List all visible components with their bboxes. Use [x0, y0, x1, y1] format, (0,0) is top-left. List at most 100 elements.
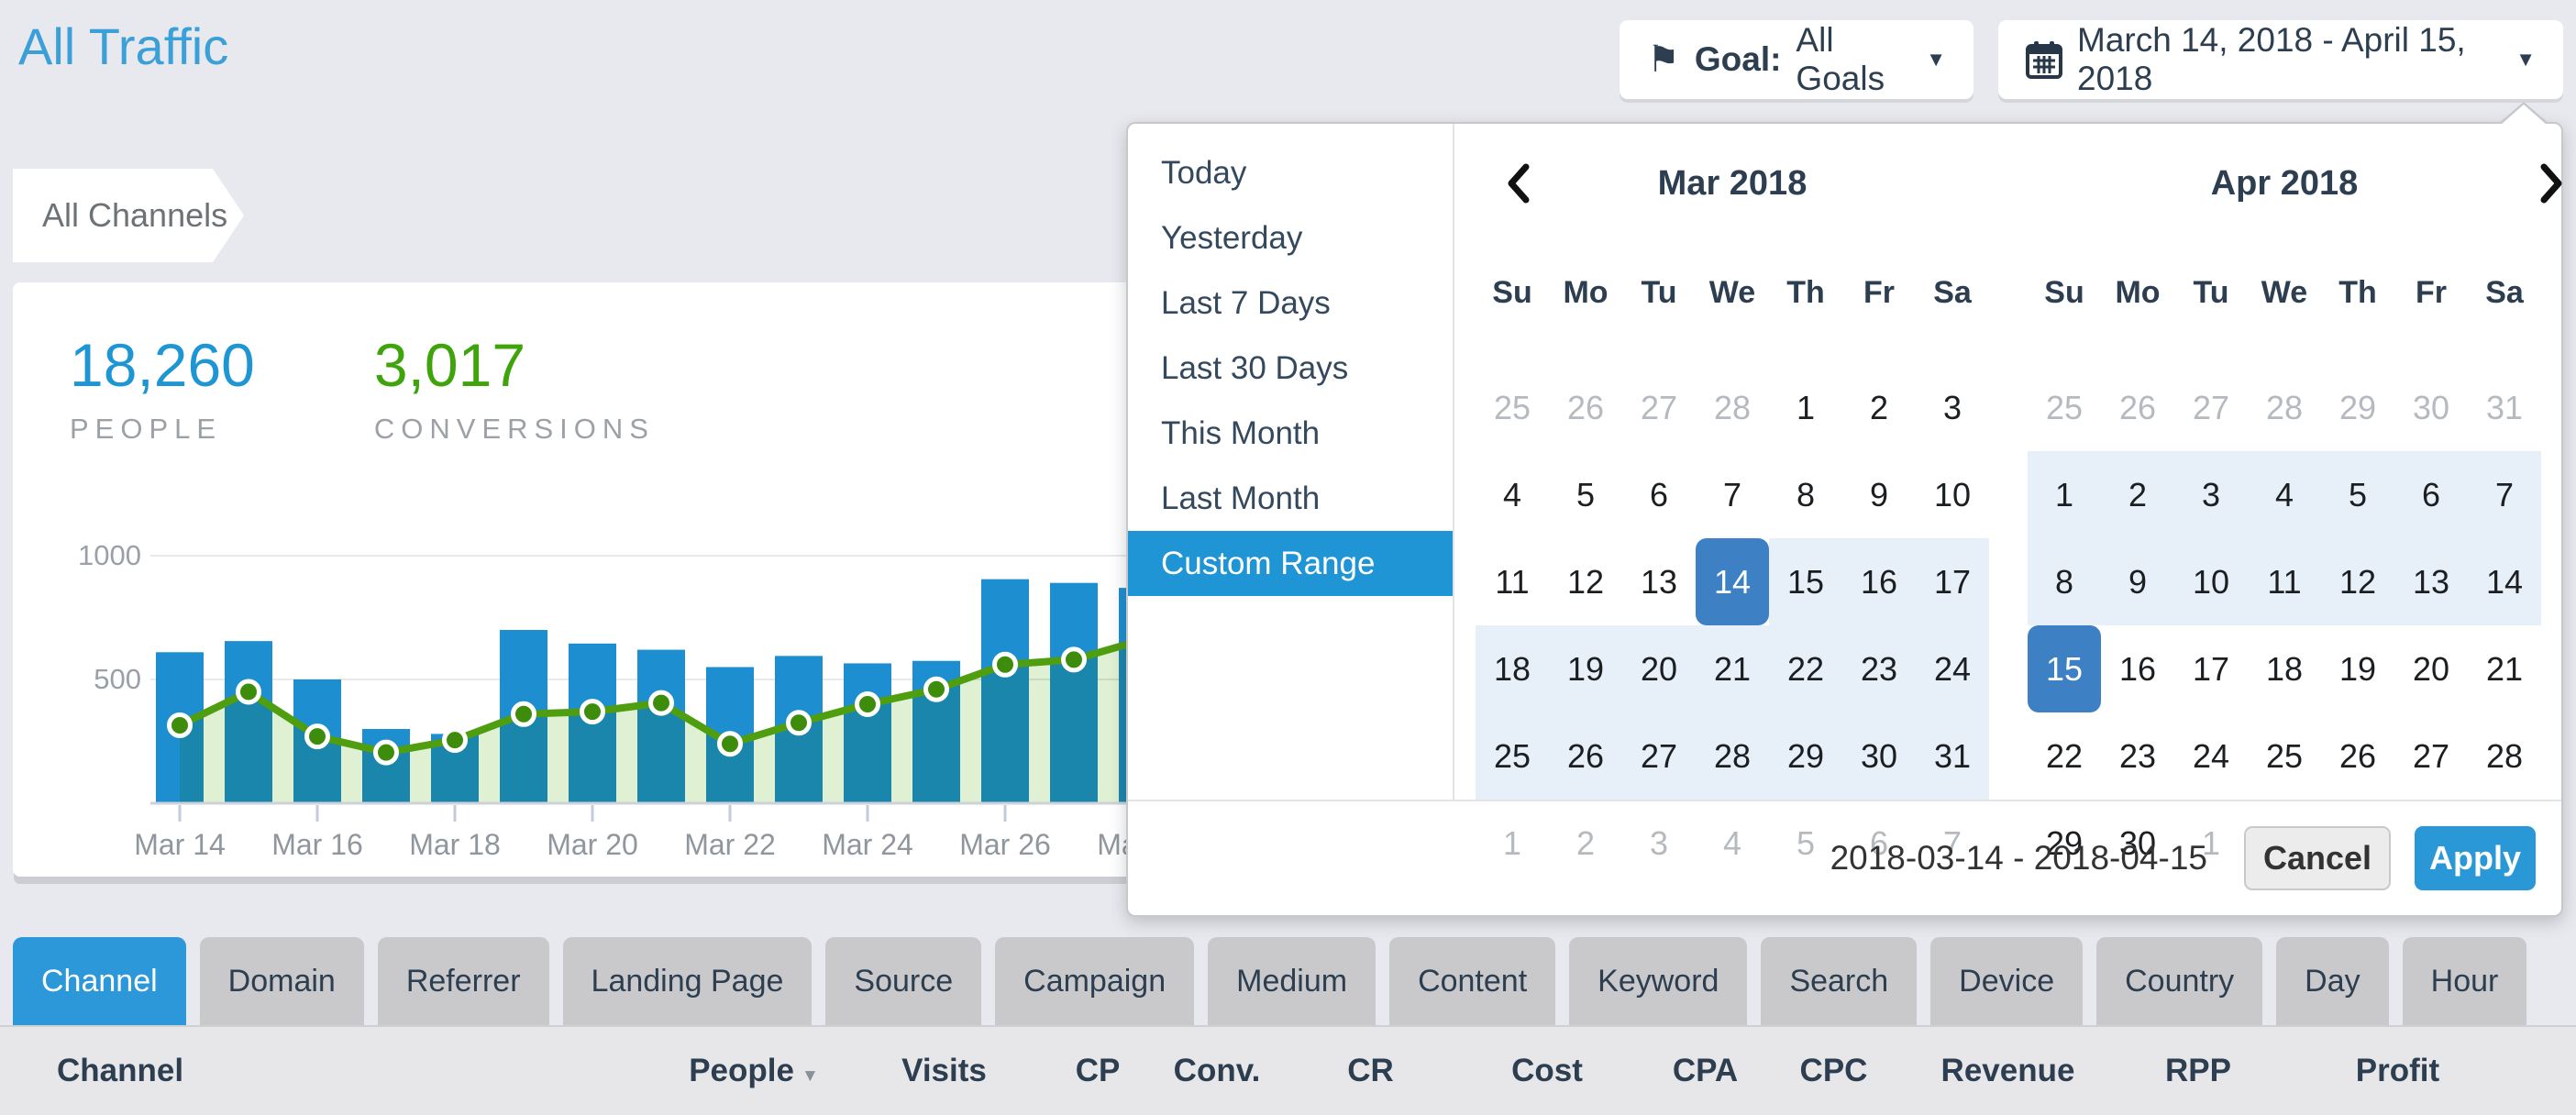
column-header-cpa[interactable]: CPA — [1672, 1053, 1739, 1088]
calendar-day[interactable]: 26 — [2338, 736, 2377, 775]
calendar-day[interactable]: 13 — [2394, 538, 2468, 625]
calendar-day[interactable]: 24 — [1916, 625, 1989, 712]
calendar-day[interactable]: 26 — [1566, 388, 1605, 426]
calendar-day[interactable]: 28 — [2485, 736, 2524, 775]
calendar-day[interactable]: 17 — [1916, 538, 1989, 625]
calendar-day[interactable]: 13 — [1640, 562, 1678, 601]
calendar-day[interactable]: 23 — [2118, 736, 2157, 775]
calendar-day[interactable]: 28 — [1696, 712, 1769, 800]
calendar-day[interactable]: 9 — [2101, 538, 2174, 625]
calendar-day[interactable]: 11 — [1495, 562, 1530, 601]
calendar-day[interactable]: 12 — [1566, 562, 1605, 601]
column-header-visits[interactable]: Visits — [901, 1053, 987, 1088]
calendar-day[interactable]: 27 — [2192, 388, 2230, 426]
calendar-day[interactable]: 14 — [1696, 538, 1769, 625]
calendar-day[interactable]: 25 — [1476, 712, 1549, 800]
calendar-day[interactable]: 5 — [1796, 823, 1816, 862]
calendar-day[interactable]: 27 — [1640, 388, 1678, 426]
calendar-day[interactable]: 2 — [1575, 823, 1596, 862]
column-header-cost[interactable]: Cost — [1511, 1053, 1583, 1088]
calendar-day[interactable]: 28 — [2265, 388, 2304, 426]
calendar-day[interactable]: 21 — [2485, 649, 2524, 688]
calendar-day[interactable]: 5 — [1575, 475, 1596, 513]
tab-hour[interactable]: Hour — [2402, 937, 2527, 1025]
calendar-day[interactable]: 3 — [2174, 451, 2248, 538]
calendar-day[interactable]: 29 — [2338, 388, 2377, 426]
calendar-day[interactable]: 29 — [2045, 823, 2084, 862]
preset-last-30-days[interactable]: Last 30 Days — [1161, 349, 1349, 386]
calendar-day[interactable]: 2 — [1869, 388, 1889, 426]
calendar-day[interactable]: 5 — [2321, 451, 2394, 538]
column-header-cpc[interactable]: CPC — [1799, 1053, 1868, 1088]
calendar-day[interactable]: 30 — [1842, 712, 1916, 800]
calendar-day[interactable]: 3 — [1649, 823, 1669, 862]
calendar-day[interactable]: 1 — [1796, 388, 1816, 426]
calendar-day[interactable]: 22 — [1769, 625, 1842, 712]
breadcrumb[interactable]: All Channels — [13, 169, 244, 262]
goal-dropdown[interactable]: ⚑ Goal: All Goals ▼ — [1620, 20, 1973, 99]
calendar-day[interactable]: 1 — [2201, 823, 2221, 862]
calendar-day[interactable]: 24 — [2192, 736, 2230, 775]
calendar-day[interactable]: 27 — [1622, 712, 1696, 800]
calendar-day[interactable]: 8 — [1796, 475, 1816, 513]
calendar-day[interactable]: 25 — [1493, 388, 1531, 426]
tab-landing-page[interactable]: Landing Page — [562, 937, 813, 1025]
column-header-people[interactable]: People ▼ — [689, 1053, 819, 1088]
calendar-day[interactable]: 6 — [2394, 451, 2468, 538]
column-header-cp[interactable]: CP — [1075, 1053, 1121, 1088]
apply-button[interactable]: Apply — [2415, 826, 2536, 890]
calendar-day[interactable]: 7 — [1722, 475, 1742, 513]
column-header-channel[interactable]: Channel — [57, 1053, 184, 1088]
tab-campaign[interactable]: Campaign — [995, 937, 1195, 1025]
calendar-day[interactable]: 10 — [2174, 538, 2248, 625]
calendar-day[interactable]: 6 — [1869, 823, 1889, 862]
calendar-day[interactable]: 16 — [1842, 538, 1916, 625]
calendar-day[interactable]: 9 — [1869, 475, 1889, 513]
preset-today[interactable]: Today — [1161, 154, 1247, 191]
calendar-day[interactable]: 7 — [2468, 451, 2541, 538]
calendar-day[interactable]: 10 — [1933, 475, 1972, 513]
calendar-day[interactable]: 20 — [1622, 625, 1696, 712]
preset-custom-range[interactable]: Custom Range — [1128, 531, 1453, 596]
calendar-day[interactable]: 12 — [2321, 538, 2394, 625]
preset-yesterday[interactable]: Yesterday — [1161, 219, 1303, 256]
calendar-day[interactable]: 3 — [1942, 388, 1962, 426]
tab-device[interactable]: Device — [1930, 937, 2084, 1025]
calendar-day[interactable]: 30 — [2412, 388, 2450, 426]
prev-month-button[interactable] — [1498, 160, 1538, 206]
tab-search[interactable]: Search — [1761, 937, 1918, 1025]
column-header-cr[interactable]: CR — [1347, 1053, 1394, 1088]
calendar-day[interactable]: 1 — [2028, 451, 2101, 538]
tab-medium[interactable]: Medium — [1208, 937, 1376, 1025]
tab-day[interactable]: Day — [2276, 937, 2389, 1025]
preset-last-month[interactable]: Last Month — [1161, 480, 1321, 516]
calendar-day[interactable]: 25 — [2265, 736, 2304, 775]
preset-last-7-days[interactable]: Last 7 Days — [1161, 284, 1331, 321]
calendar-day[interactable]: 8 — [2028, 538, 2101, 625]
calendar-day[interactable]: 15 — [2028, 625, 2101, 712]
calendar-day[interactable]: 6 — [1649, 475, 1669, 513]
calendar-day[interactable]: 25 — [2045, 388, 2084, 426]
calendar-day[interactable]: 31 — [1916, 712, 1989, 800]
calendar-day[interactable]: 21 — [1696, 625, 1769, 712]
calendar-day[interactable]: 23 — [1842, 625, 1916, 712]
calendar-day[interactable]: 1 — [1502, 823, 1522, 862]
calendar-day[interactable]: 29 — [1769, 712, 1842, 800]
calendar-day[interactable]: 18 — [2265, 649, 2304, 688]
date-range-dropdown[interactable]: March 14, 2018 - April 15, 2018 ▼ — [1998, 20, 2563, 99]
calendar-day[interactable]: 26 — [1549, 712, 1622, 800]
tab-country[interactable]: Country — [2096, 937, 2263, 1025]
calendar-day[interactable]: 28 — [1713, 388, 1752, 426]
calendar-day[interactable]: 4 — [1722, 823, 1742, 862]
column-header-revenue[interactable]: Revenue — [1940, 1053, 2075, 1088]
calendar-day[interactable]: 7 — [1942, 823, 1962, 862]
calendar-day[interactable]: 2 — [2101, 451, 2174, 538]
calendar-day[interactable]: 26 — [2118, 388, 2157, 426]
column-header-profit[interactable]: Profit — [2355, 1053, 2440, 1088]
calendar-day[interactable]: 17 — [2192, 649, 2230, 688]
calendar-day[interactable]: 14 — [2468, 538, 2541, 625]
calendar-day[interactable]: 19 — [1549, 625, 1622, 712]
column-header-rpp[interactable]: RPP — [2165, 1053, 2231, 1088]
calendar-day[interactable]: 18 — [1476, 625, 1549, 712]
calendar-day[interactable]: 4 — [2248, 451, 2321, 538]
